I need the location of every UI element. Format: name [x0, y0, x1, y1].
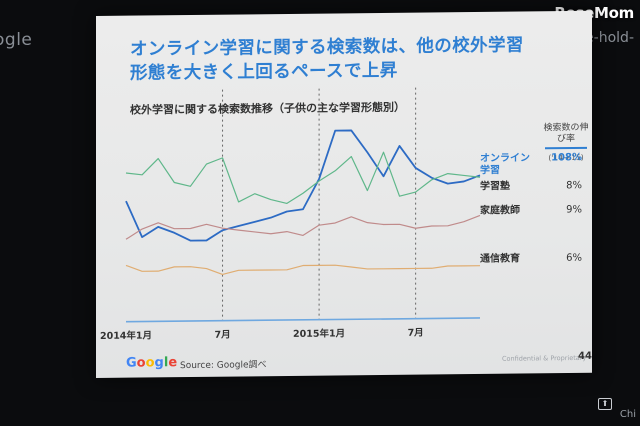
series-line [125, 214, 481, 240]
page-number: 44 [578, 350, 592, 362]
x-tick-label: 2015年1月 [293, 327, 345, 340]
series-line [125, 151, 481, 205]
x-axis-line [126, 317, 480, 323]
x-tick-label: 2014年1月 [100, 329, 152, 342]
series-label: 学習塾 [480, 179, 510, 192]
series-label: 通信教育 [480, 251, 520, 264]
growth-rate-value: 8% [566, 180, 582, 191]
series-label: オンライン [480, 152, 530, 165]
footer-source: Source: Google調べ [180, 360, 267, 372]
series-label: 学習 [480, 163, 500, 176]
growth-rate-value: 6% [566, 253, 582, 264]
series-line [125, 129, 481, 242]
google-logo-letter: o [145, 355, 155, 371]
growth-rate-value: 108% [551, 152, 582, 163]
search-trend-chart: 2014年1月 7月 2015年1月 7月 オンライン学習 108% 学習塾 8% 家庭教師 9%… [100, 87, 582, 342]
presentation-slide: オンライン学習に関する検索数は、他の校外学習 形態を大きく上回るペースで上昇 校… [96, 10, 592, 378]
footer-confidential: Confidential & Proprietary [502, 353, 587, 363]
corner-label: Chi [619, 409, 636, 420]
google-logo-letter: G [126, 355, 137, 371]
series-line [125, 264, 480, 276]
growth-rate-value: 9% [566, 204, 582, 215]
upload-icon[interactable]: ⬆ [598, 398, 612, 410]
google-logo-letter: o [136, 355, 146, 371]
series-label: 家庭教師 [480, 203, 520, 216]
x-tick-label: 7月 [214, 330, 230, 341]
google-logo-letter: g [154, 355, 164, 371]
google-logo: Google [126, 355, 177, 371]
google-logo-letter: e [168, 355, 178, 371]
x-tick-label: 7月 [408, 328, 424, 339]
background-page-text-left: ogle [0, 30, 33, 50]
